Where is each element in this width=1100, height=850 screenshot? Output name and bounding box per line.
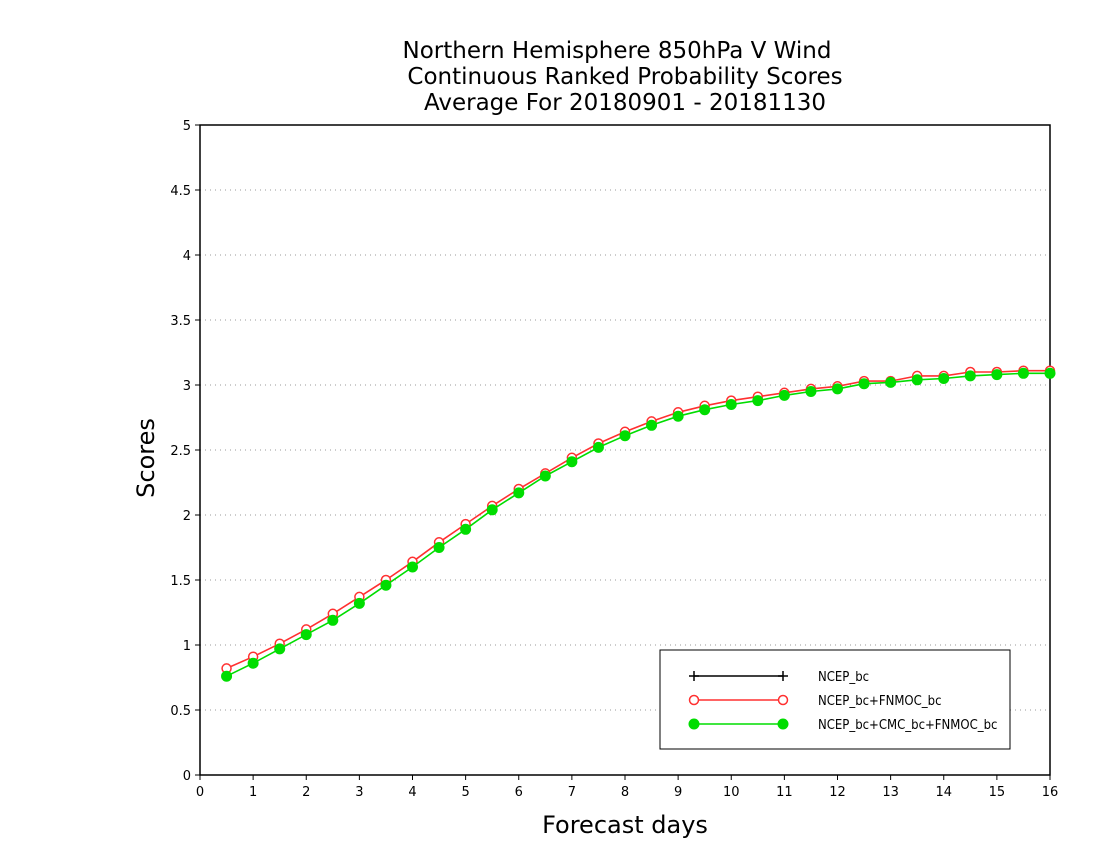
legend-marker	[688, 694, 700, 706]
series-3-point	[513, 487, 525, 499]
series-3-point	[592, 441, 604, 453]
legend-item: NCEP_bc+FNMOC_bc	[688, 694, 942, 709]
legend-marker	[777, 718, 789, 730]
y-tick-label: 1	[183, 639, 191, 654]
series-3-point	[300, 629, 312, 641]
series-2	[221, 365, 1056, 674]
y-tick-label: 2.5	[170, 444, 191, 459]
series-3-point	[964, 370, 976, 382]
series-layer	[221, 365, 1056, 682]
series-3-point	[911, 374, 923, 386]
series-3-point	[1044, 367, 1056, 379]
legend: NCEP_bc NCEP_bc+FNMOC_bc NCEP_bc+CMC_bc+FN…	[659, 649, 1011, 750]
series-3-point	[699, 404, 711, 416]
series-3-point	[646, 419, 658, 431]
title-line-1: Northern Hemisphere 850hPa V Wind	[403, 38, 832, 64]
series-3-point	[353, 597, 365, 609]
x-tick-label: 2	[302, 785, 310, 800]
x-tick-label: 13	[882, 785, 899, 800]
y-tick-label: 0.5	[170, 704, 191, 719]
legend-item: NCEP_bc	[689, 670, 869, 685]
x-tick-label: 0	[196, 785, 204, 800]
y-axis-label: Scores	[132, 418, 160, 498]
title-line-2: Continuous Ranked Probability Scores	[407, 64, 842, 90]
x-tick-label: 1	[249, 785, 257, 800]
y-tick-label: 3.5	[170, 314, 191, 329]
x-tick-label: 10	[723, 785, 740, 800]
x-tick-label: 7	[568, 785, 576, 800]
x-tick-label: 14	[935, 785, 952, 800]
series-3-point	[539, 470, 551, 482]
series-3-point	[832, 383, 843, 395]
y-tick-label: 4.5	[170, 184, 191, 199]
series-3	[221, 367, 1056, 682]
series-3-point	[619, 430, 631, 442]
series-3-point	[725, 399, 737, 410]
y-tick-label: 5	[183, 119, 191, 134]
series-3-point	[805, 386, 817, 397]
axis-ticks: 00.511.522.533.544.550 1 2 3 4 5 6 7 8 9 10 11 12 13 1…	[170, 119, 1058, 800]
y-tick-label: 2	[183, 509, 191, 524]
x-tick-label: 3	[355, 785, 363, 800]
series-3-point	[566, 456, 578, 468]
series-3-point	[380, 579, 392, 591]
series-3-point	[885, 376, 897, 388]
x-tick-label: 12	[829, 785, 846, 800]
series-3-point	[460, 523, 472, 535]
series-3-point	[672, 410, 684, 422]
legend-label: NCEP_bc+CMC_bc+FNMOC_bc	[818, 718, 997, 733]
y-tick-label: 0	[183, 769, 191, 784]
series-3-point	[327, 614, 339, 626]
x-tick-label: 8	[621, 785, 629, 800]
legend-marker	[689, 671, 699, 681]
series-3-point	[1017, 367, 1029, 379]
series-3-point	[858, 378, 870, 390]
legend-label: NCEP_bc	[818, 670, 869, 685]
x-axis-label: Forecast days	[542, 811, 708, 839]
x-tick-label: 5	[461, 785, 469, 800]
x-tick-label: 11	[776, 785, 793, 800]
series-3-point	[752, 395, 764, 407]
series-3-point	[274, 643, 286, 655]
series-3-point	[778, 389, 790, 401]
title-line-3: Average For 20180901 - 20181130	[424, 90, 826, 116]
y-tick-label: 4	[183, 249, 191, 264]
series-3-point	[991, 369, 1003, 381]
series-3-point	[486, 504, 498, 516]
legend-label: NCEP_bc+FNMOC_bc	[818, 694, 942, 709]
series-3-point	[221, 670, 233, 682]
series-3-line	[226, 372, 1050, 677]
y-tick-label: 3	[183, 379, 191, 394]
legend-marker	[778, 671, 788, 681]
x-tick-label: 15	[989, 785, 1006, 800]
series-2-line	[226, 369, 1050, 670]
legend-marker	[688, 718, 700, 730]
x-tick-label: 6	[515, 785, 523, 800]
series-3-point	[433, 542, 445, 553]
x-tick-label: 9	[674, 785, 682, 800]
x-tick-label: 16	[1042, 785, 1059, 800]
chart-title: Northern Hemisphere 850hPa V Wind Contin…	[403, 38, 843, 116]
series-3-point	[247, 657, 259, 669]
grid-lines	[200, 189, 1050, 711]
y-tick-label: 1.5	[170, 574, 191, 589]
series-3-point	[938, 373, 950, 384]
legend-marker	[777, 694, 789, 706]
x-tick-label: 4	[408, 785, 416, 800]
legend-item: NCEP_bc+CMC_bc+FNMOC_bc	[688, 718, 997, 733]
series-3-point	[407, 561, 418, 573]
